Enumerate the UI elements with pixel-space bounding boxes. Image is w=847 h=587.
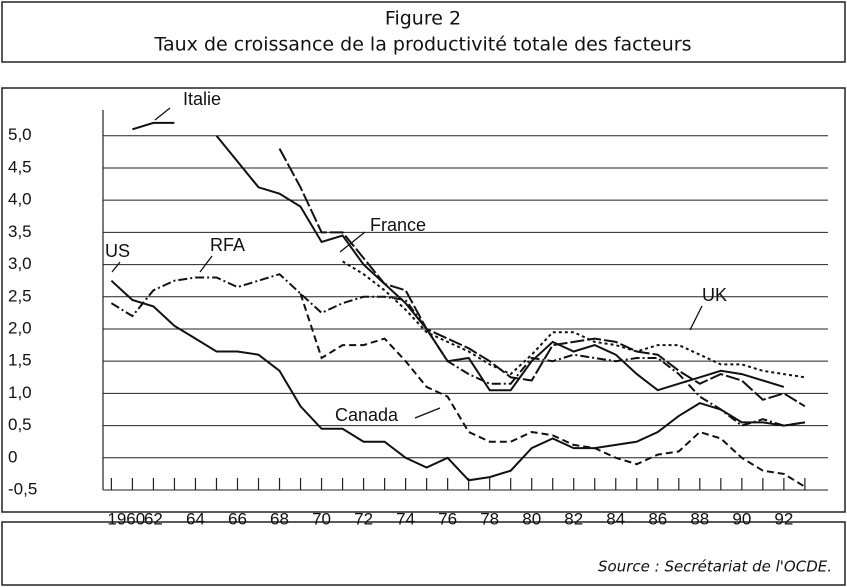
x-tick-label: 62 [144,509,163,528]
x-tick-label: 84 [606,509,625,528]
series-label: France [370,215,426,235]
y-tick-label: -0,5 [8,479,37,498]
source-box [1,521,846,586]
y-tick-label: 2,0 [8,318,32,337]
y-tick-label: 4,5 [8,157,32,176]
y-tick-label: 2,5 [8,286,32,305]
series-label: Italie [183,89,221,109]
label-pointer [689,305,703,331]
chart-title: Figure 2 [385,8,461,30]
x-tick-label: 68 [270,509,289,528]
series-label: UK [702,285,727,305]
x-tick-label: 82 [564,509,583,528]
source: Source : Secrétariat de l'OCDE. [598,558,832,576]
series-line [278,148,806,408]
y-tick-label: 3,5 [8,222,32,241]
chart-box [1,87,846,513]
series-line [132,121,785,392]
y-tick-label: 5,0 [8,125,32,144]
x-tick-label: 80 [522,509,541,528]
y-tick-label: 0,5 [8,415,32,434]
x-tick-label: 66 [228,509,247,528]
series-line [342,260,806,379]
series-label: US [105,241,130,261]
y-tick-label: 0 [8,447,17,466]
x-tick-label: 72 [354,509,373,528]
label-pointer [111,261,121,273]
series-line [110,273,806,427]
x-tick-label: 74 [396,509,415,528]
x-tick-label: 76 [438,509,457,528]
label-pointer [414,407,441,419]
label-pointer [339,231,366,253]
x-tick-label: 90 [732,509,751,528]
series-line [299,293,806,488]
title-box [1,1,846,63]
x-tick-label: 64 [186,509,205,528]
label-pointer [154,107,171,121]
y-tick-label: 1,5 [8,351,32,370]
x-tick-label: 88 [690,509,709,528]
x-tick-label: 86 [648,509,667,528]
label-pointer [199,255,213,273]
series-label: Canada [335,405,399,425]
x-tick-label: 78 [480,509,499,528]
y-tick-label: 3,0 [8,254,32,273]
x-tick-label: 92 [774,509,793,528]
series-line [110,279,806,482]
y-tick-label: 4,0 [8,190,32,209]
chart-subtitle: Taux de croissance de la productivité to… [154,34,692,56]
x-tick-label: 1960 [107,509,145,528]
series-label: RFA [210,235,245,255]
y-tick-label: 1,0 [8,383,32,402]
x-tick-label: 70 [312,509,331,528]
